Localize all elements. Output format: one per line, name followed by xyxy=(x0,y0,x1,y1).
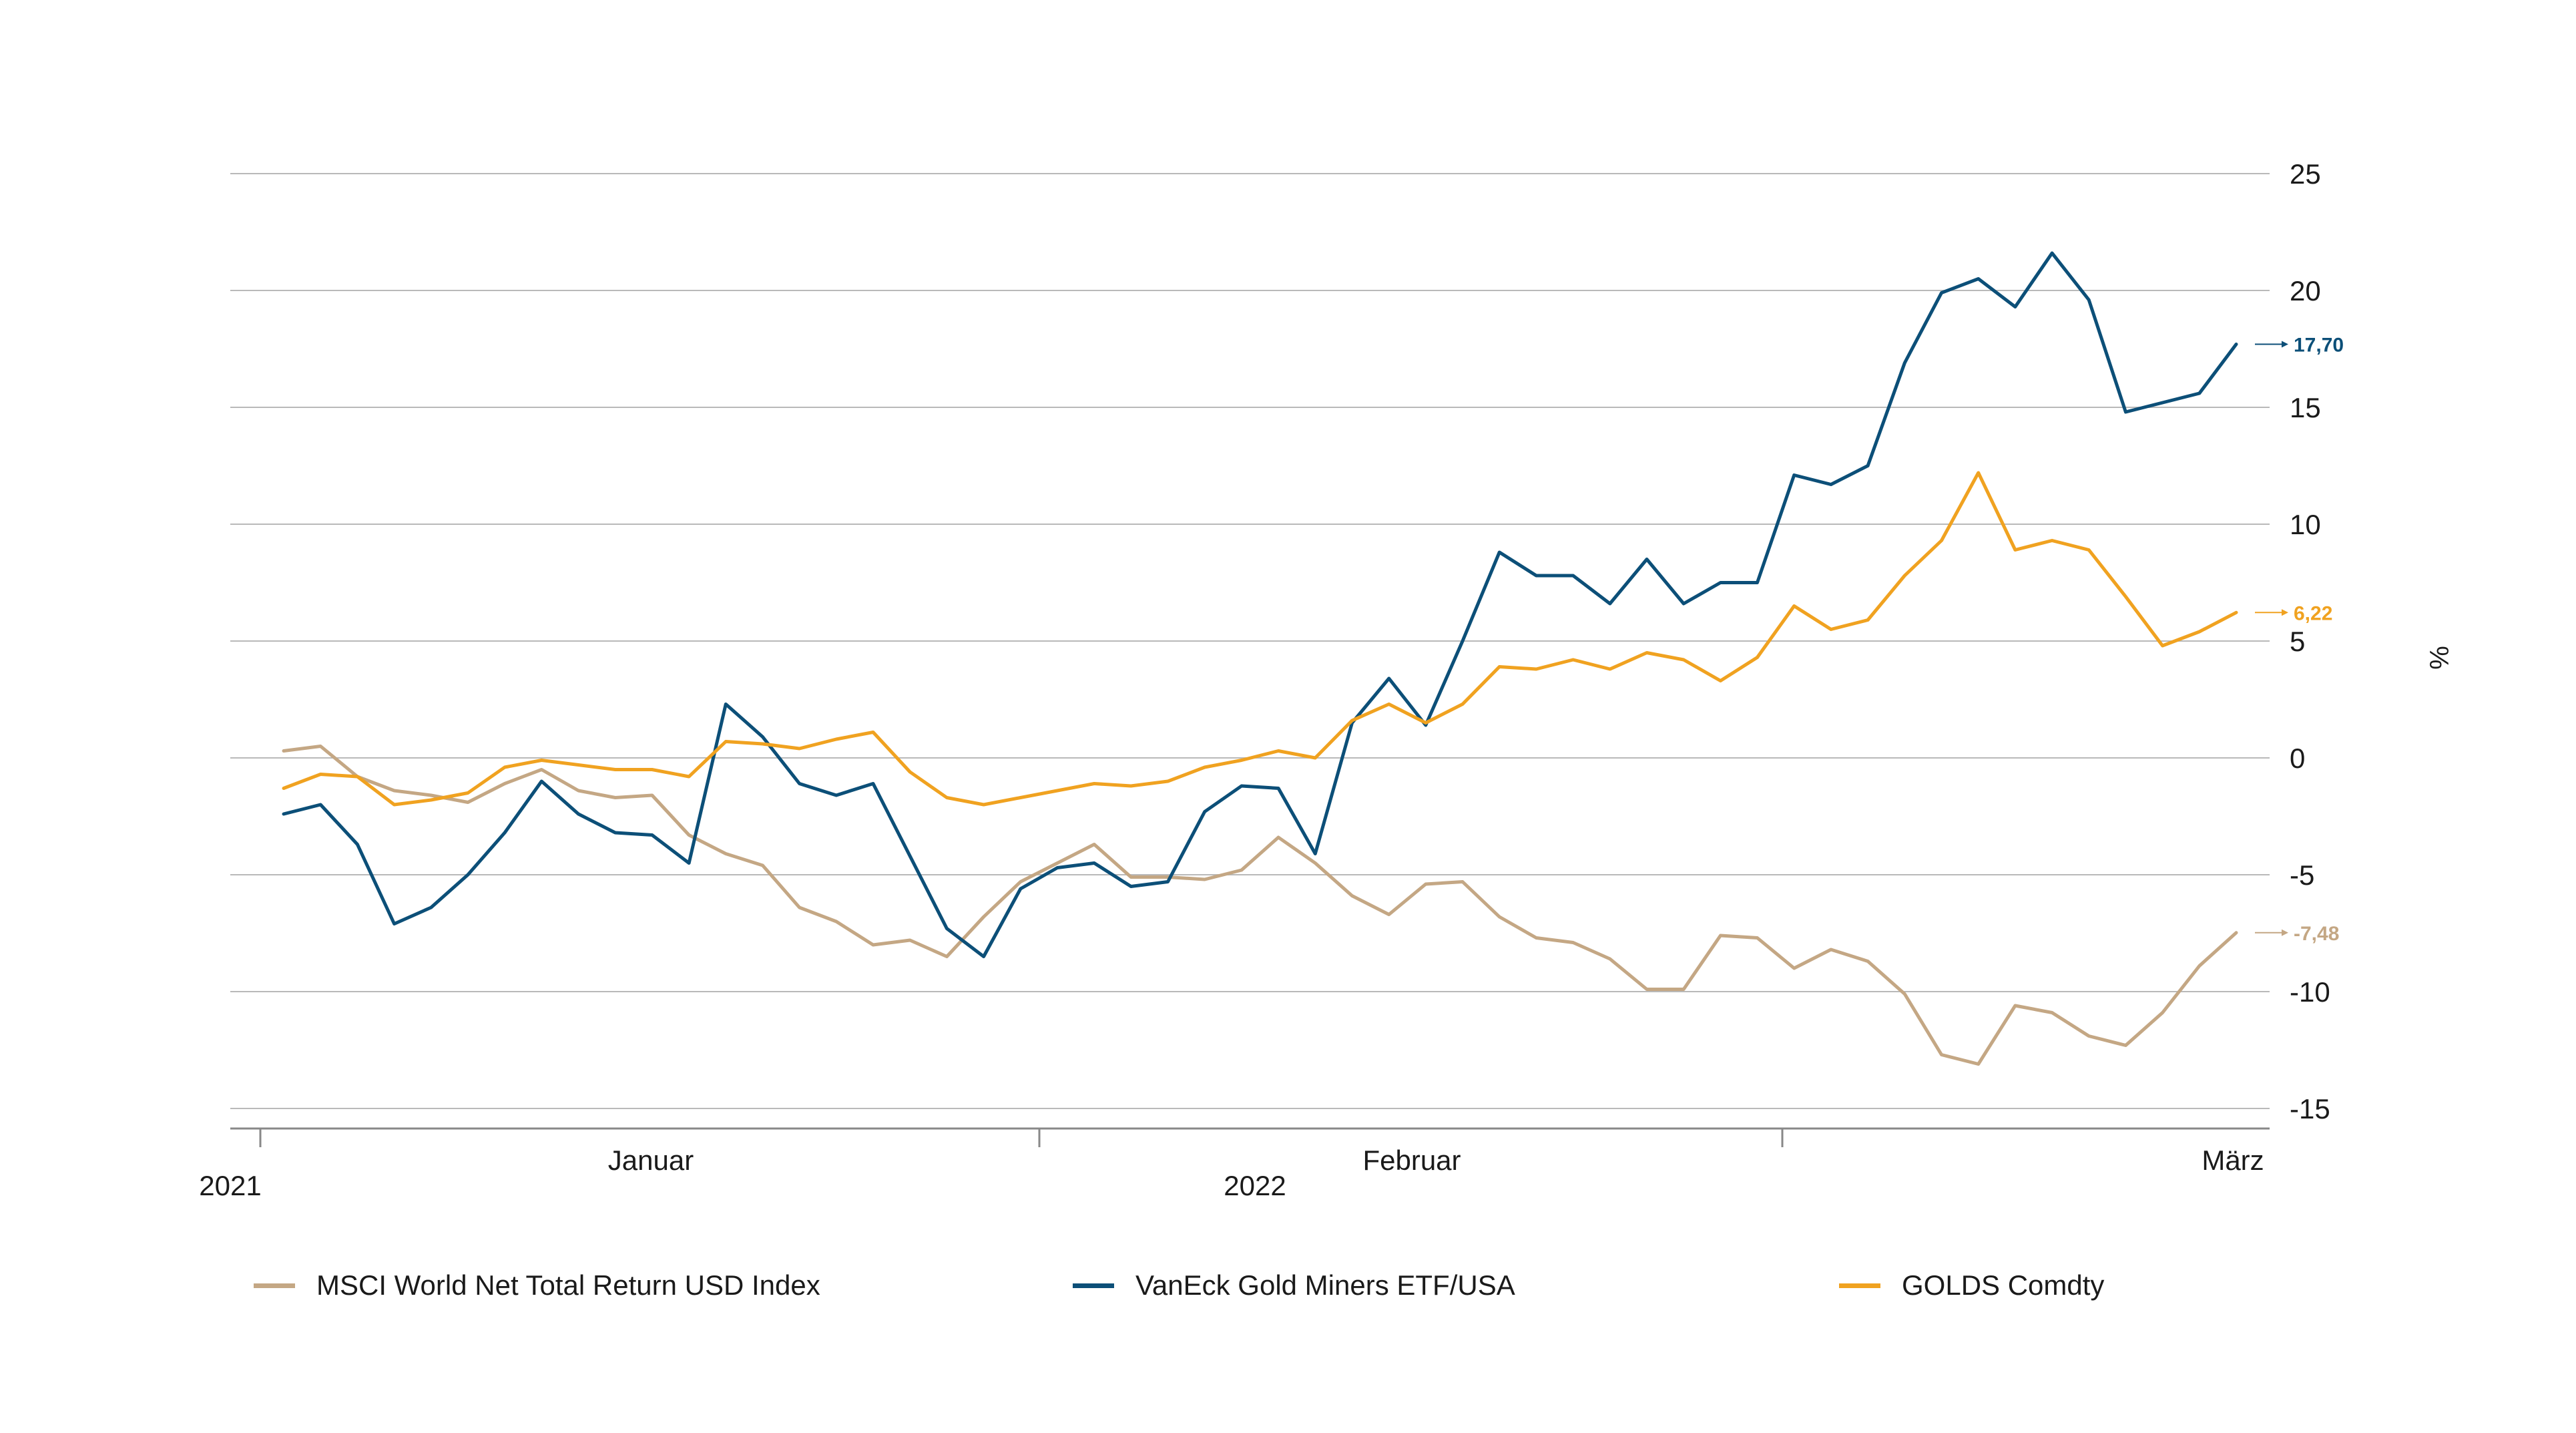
y-axis-unit-label: % xyxy=(2424,646,2453,670)
legend-item-vaneck: VanEck Gold Miners ETF/USA xyxy=(1073,1265,1515,1305)
y-tick-label: 15 xyxy=(2290,392,2321,423)
y-tick-label: -15 xyxy=(2290,1093,2330,1124)
legend: MSCI World Net Total Return USD Index Va… xyxy=(0,1265,2576,1305)
y-tick-label: 10 xyxy=(2290,509,2321,540)
x-tick-label: Februar xyxy=(1362,1145,1461,1176)
series-line-2 xyxy=(282,471,2238,807)
y-tick-label: 5 xyxy=(2290,626,2305,657)
y-tick-label: 25 xyxy=(2290,158,2321,190)
series-lines xyxy=(282,251,2238,1066)
x-tick-label: 2021 xyxy=(199,1170,261,1201)
x-tick-label: März xyxy=(2202,1145,2264,1176)
series-line-0 xyxy=(282,745,2238,1066)
end-value-labels: -7,48 17,70 6,22 xyxy=(2255,335,2344,945)
legend-swatch-golds xyxy=(1839,1283,1880,1288)
y-tick-label: 20 xyxy=(2290,275,2321,306)
legend-item-msci: MSCI World Net Total Return USD Index xyxy=(254,1265,820,1305)
legend-label-vaneck: VanEck Gold Miners ETF/USA xyxy=(1135,1269,1515,1301)
x-tick-label: Januar xyxy=(608,1145,694,1176)
end-value-label: 6,22 xyxy=(2294,602,2332,624)
x-tick-label: 2022 xyxy=(1224,1170,1286,1201)
legend-swatch-vaneck xyxy=(1073,1283,1114,1288)
end-label-arrowhead xyxy=(2282,341,2288,348)
end-label-arrowhead xyxy=(2282,929,2288,936)
end-value-label: -7,48 xyxy=(2294,923,2339,945)
y-axis-ticks: 25 20 15 10 5 0 -5 -10 -15 xyxy=(2290,158,2330,1124)
legend-label-golds: GOLDS Comdty xyxy=(1902,1269,2105,1301)
legend-swatch-msci xyxy=(254,1283,295,1288)
y-tick-label: -10 xyxy=(2290,976,2330,1008)
x-axis: 2021 Januar 2022 Februar März xyxy=(199,1127,2270,1201)
end-value-label: 17,70 xyxy=(2294,335,2344,357)
y-tick-label: -5 xyxy=(2290,859,2314,891)
series-line-1 xyxy=(282,251,2238,958)
end-label-arrowhead xyxy=(2282,609,2288,616)
gridlines xyxy=(230,173,2270,1109)
legend-item-golds: GOLDS Comdty xyxy=(1839,1265,2104,1305)
y-tick-label: 0 xyxy=(2290,743,2305,774)
legend-label-msci: MSCI World Net Total Return USD Index xyxy=(316,1269,820,1301)
